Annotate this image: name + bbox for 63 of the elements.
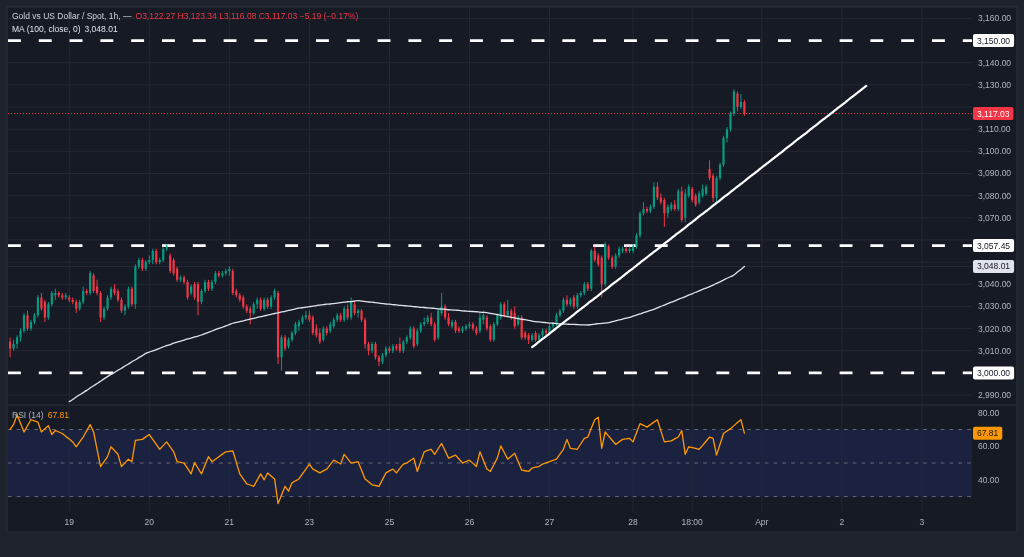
y-tick-label: 3,080.00 xyxy=(978,190,1012,201)
candlestick xyxy=(12,339,15,351)
text: MA (100, close, 0) xyxy=(12,23,81,34)
candlestick xyxy=(214,270,217,285)
y-tick-label: 3,020.00 xyxy=(978,323,1012,334)
x-tick-label: 25 xyxy=(384,516,395,527)
y-tick-label: 3,040.00 xyxy=(978,279,1012,290)
ref-line-label: 3,000.00 xyxy=(977,367,1011,378)
candlestick xyxy=(461,326,464,333)
x-tick-label: Apr xyxy=(755,516,769,527)
y-tick-label: 3,070.00 xyxy=(978,212,1012,223)
candlestick xyxy=(468,321,471,329)
y-tick-label: 3,160.00 xyxy=(978,13,1012,24)
x-tick-label: 3 xyxy=(919,516,925,527)
candlestick xyxy=(120,297,123,314)
x-tick-label: 21 xyxy=(224,516,235,527)
candlestick xyxy=(360,308,363,322)
y-tick-label: 3,090.00 xyxy=(978,168,1012,179)
series-label: RSI (14) xyxy=(12,409,44,420)
candlestick xyxy=(736,91,739,112)
candlestick xyxy=(642,202,645,216)
ref-line-label: 3,150.00 xyxy=(977,35,1011,46)
x-tick-label: 18:00 xyxy=(681,516,704,527)
x-tick-label: 23 xyxy=(304,516,315,527)
x-tick-label: 26 xyxy=(464,516,475,527)
candlestick xyxy=(562,297,565,314)
candlestick xyxy=(280,335,283,371)
candlestick xyxy=(534,330,537,342)
candlestick xyxy=(186,279,189,300)
ref-line-label: 3,057.45 xyxy=(977,240,1011,251)
x-tick-label: 20 xyxy=(144,516,155,527)
y-tick-label: 3,010.00 xyxy=(978,345,1012,356)
chart-title: Gold vs US Dollar / Spot, 1h, — xyxy=(12,11,133,22)
y-tick-label: 80.00 xyxy=(978,407,1000,418)
y-tick-label: 67.81 xyxy=(977,428,999,439)
candlestick xyxy=(207,279,210,291)
candlestick xyxy=(454,319,457,333)
candlestick xyxy=(388,346,391,353)
candlestick xyxy=(26,310,29,331)
annotation: O3,122.27 H3,123.34 L3,116.08 C3,117.03 −5.19 (−0.17%) xyxy=(135,11,359,22)
x-tick-label: 28 xyxy=(628,516,639,527)
line-series xyxy=(68,265,746,403)
candlestick xyxy=(301,315,304,325)
y-tick-label: 3,048.01 xyxy=(977,261,1011,272)
y-tick-label: 3,100.00 xyxy=(978,146,1012,157)
y-tick-label: 2,990.00 xyxy=(978,390,1012,401)
text: 3,048.01 xyxy=(84,23,118,34)
y-tick-label: 3,030.00 xyxy=(978,301,1012,312)
candlestick xyxy=(656,182,659,201)
y-tick-label: 3,110.00 xyxy=(978,124,1011,135)
y-tick-label: 60.00 xyxy=(978,441,1000,452)
x-tick-label: 19 xyxy=(64,516,75,527)
candlestick xyxy=(715,175,718,203)
y-tick-label: 3,130.00 xyxy=(978,79,1012,90)
candlestick xyxy=(294,321,297,336)
candlestick xyxy=(92,273,95,294)
y-tick-label: 3,140.00 xyxy=(978,57,1012,68)
text: 67.81 xyxy=(47,409,69,420)
candlestick xyxy=(127,286,130,309)
y-tick-label: 40.00 xyxy=(978,474,1000,485)
x-tick-label: 27 xyxy=(544,516,555,527)
ref-line-label: 3,117.03 xyxy=(977,108,1010,119)
x-tick-label: 2 xyxy=(839,516,845,527)
